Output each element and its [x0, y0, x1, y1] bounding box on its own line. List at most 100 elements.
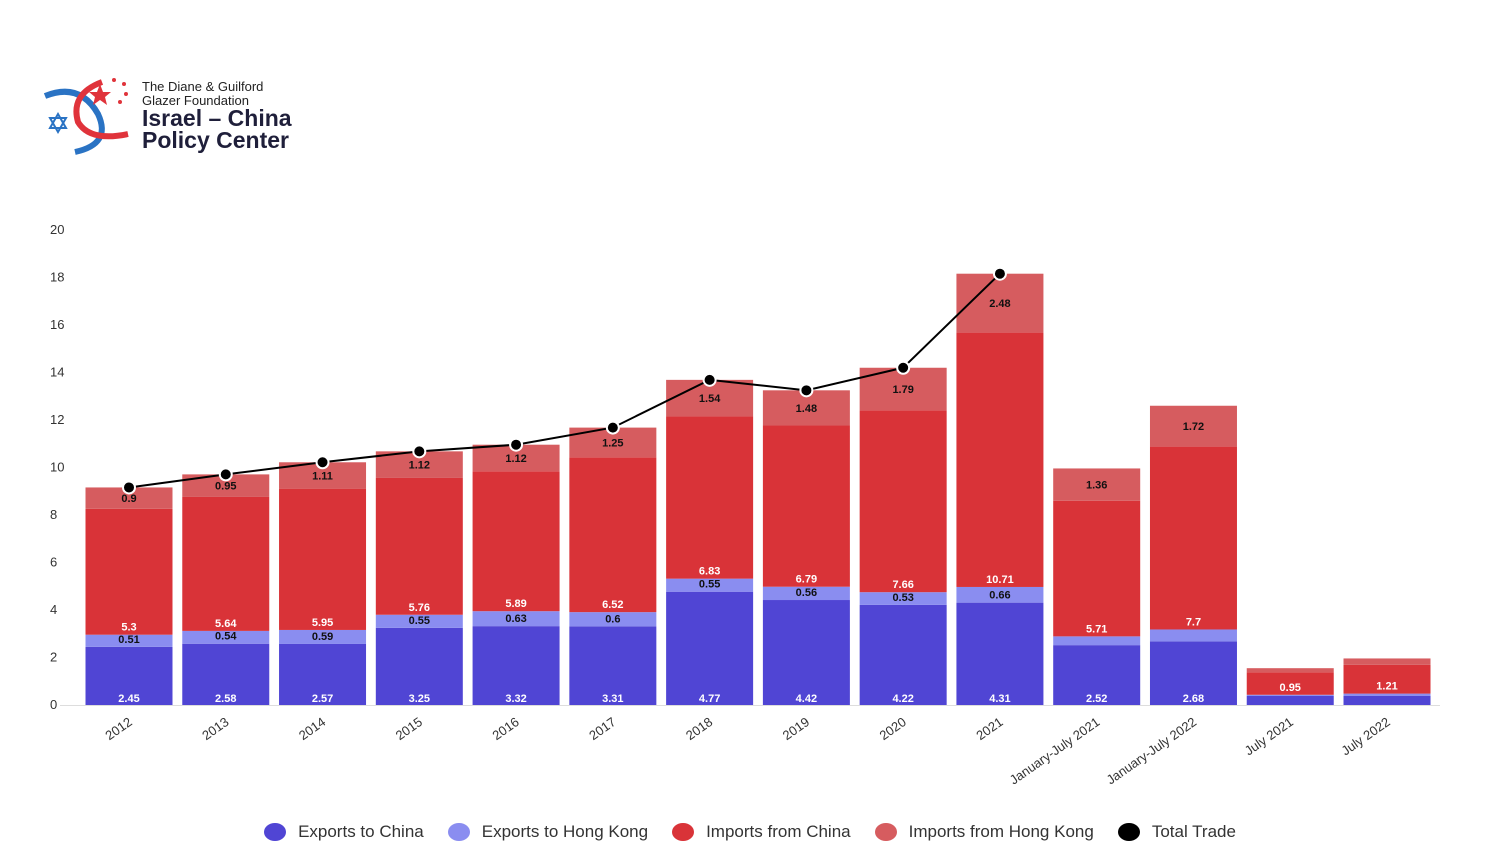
- data-label: 0.54: [215, 631, 237, 643]
- data-label: 2.57: [312, 693, 333, 705]
- data-label: 0.9: [121, 493, 136, 505]
- total-trade-point: [218, 467, 233, 482]
- data-label: 1.21: [1376, 681, 1397, 693]
- data-label: 1.54: [699, 393, 721, 405]
- data-label: 7.66: [892, 579, 913, 591]
- bar-segment: [472, 626, 560, 705]
- y-tick-label: 20: [50, 222, 64, 237]
- legend-label: Total Trade: [1151, 822, 1236, 841]
- data-label: 5.76: [409, 602, 430, 614]
- x-tick-label: 2019: [780, 714, 812, 743]
- data-label: 2.52: [1086, 693, 1107, 705]
- bar-segment: [1149, 446, 1237, 630]
- x-tick-label: 2016: [490, 714, 522, 743]
- x-tick-label: 2012: [102, 714, 134, 743]
- bar-segment: [182, 630, 270, 644]
- bar-segment: [859, 604, 947, 705]
- bar-segment: [762, 600, 850, 705]
- data-label: 5.95: [312, 617, 333, 629]
- data-label: 0.59: [312, 631, 333, 643]
- bar-segment: [762, 586, 850, 601]
- legend-swatch: [447, 823, 470, 841]
- legend: Exports to China Exports to Hong Kong Impo…: [0, 822, 1500, 842]
- x-tick-label: January-July 2021: [1007, 714, 1103, 787]
- total-trade-point: [896, 360, 911, 375]
- y-tick-label: 14: [50, 365, 64, 380]
- bar-segment: [375, 477, 463, 615]
- total-trade-point: [315, 455, 330, 470]
- data-label: 4.77: [699, 693, 720, 705]
- data-label: 5.71: [1086, 623, 1107, 635]
- total-trade-point: [992, 266, 1007, 281]
- total-trade-point: [122, 480, 136, 495]
- bar-segment: [666, 416, 754, 579]
- data-label: 5.64: [215, 618, 237, 630]
- legend-item[interactable]: Imports from Hong Kong: [874, 822, 1094, 842]
- bar-segment: [1343, 658, 1431, 665]
- bar-segment: [279, 629, 367, 644]
- bar-segment: [182, 496, 270, 631]
- data-label: 4.42: [796, 693, 817, 705]
- bar-segment: [762, 425, 850, 587]
- data-label: 3.32: [505, 693, 526, 705]
- bar-segment: [1053, 645, 1141, 705]
- data-label: 1.12: [505, 453, 526, 465]
- legend-item[interactable]: Exports to China: [264, 822, 424, 842]
- bar-segment: [279, 643, 367, 705]
- bar-segment: [472, 471, 560, 612]
- data-label: 0.51: [118, 634, 139, 646]
- data-label: 4.22: [892, 693, 913, 705]
- logo-line4: Policy Center: [142, 127, 289, 153]
- x-tick-label: 2013: [199, 714, 231, 743]
- legend-item[interactable]: Imports from China: [672, 822, 851, 842]
- data-label: 0.53: [892, 592, 913, 604]
- legend-swatch: [264, 823, 287, 841]
- data-label: 1.48: [796, 403, 817, 415]
- x-tick-label: 2021: [973, 714, 1005, 743]
- logo-emblem-icon: [43, 78, 129, 155]
- y-tick-label: 6: [50, 555, 57, 570]
- data-label: 3.31: [602, 693, 623, 705]
- data-label: 4.31: [989, 693, 1010, 705]
- bar-segment: [1343, 664, 1431, 694]
- data-label: 0.66: [989, 590, 1010, 602]
- bar-segment: [375, 614, 463, 628]
- y-tick-label: 4: [50, 602, 57, 617]
- data-label: 3.25: [409, 693, 430, 705]
- total-trade-line: [128, 272, 1001, 489]
- data-label: 5.89: [505, 598, 526, 610]
- bar-segment: [859, 592, 947, 605]
- bar-segment: [182, 474, 270, 497]
- bar-segment: [666, 591, 754, 705]
- legend-label: Imports from China: [706, 822, 851, 841]
- data-label: 0.56: [796, 587, 817, 599]
- data-label: 1.11: [312, 470, 333, 482]
- bar-segment: [1246, 668, 1334, 673]
- data-label: 7.7: [1186, 616, 1201, 628]
- legend-label: Imports from Hong Kong: [908, 822, 1094, 841]
- bar-segment: [569, 612, 657, 627]
- legend-item[interactable]: Total Trade: [1117, 822, 1236, 842]
- data-label: 2.45: [118, 693, 139, 705]
- bar-segment: [1053, 468, 1141, 501]
- bar-segment: [666, 578, 754, 592]
- total-trade-point: [412, 444, 427, 459]
- x-tick-label: July 2021: [1242, 714, 1296, 758]
- bar-segment: [569, 626, 657, 705]
- bar-segment: [1053, 500, 1141, 637]
- legend-item[interactable]: Exports to Hong Kong: [447, 822, 648, 842]
- logo-line2: Glazer Foundation: [142, 93, 249, 108]
- data-label: 2.48: [989, 298, 1010, 310]
- x-tick-label: July 2022: [1339, 714, 1393, 758]
- bar-segment: [182, 643, 270, 705]
- data-label: 1.25: [602, 437, 623, 449]
- legend-swatch: [874, 823, 897, 841]
- data-label: 0.95: [215, 481, 236, 493]
- y-tick-label: 16: [50, 317, 64, 332]
- bar-segment: [1053, 636, 1141, 646]
- x-tick-label: 2014: [296, 714, 328, 743]
- data-label: 1.72: [1183, 421, 1204, 433]
- total-trade-point: [509, 437, 524, 452]
